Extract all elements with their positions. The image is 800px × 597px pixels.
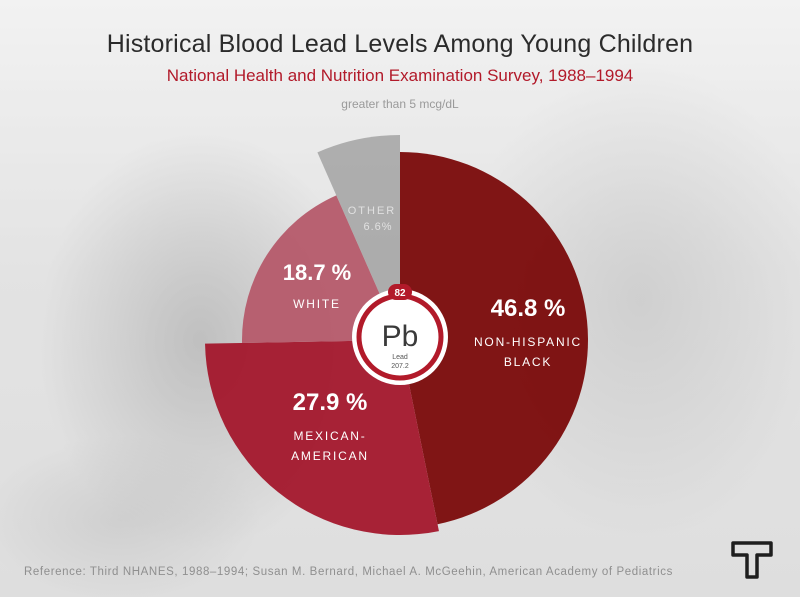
chart-title: Historical Blood Lead Levels Among Young… xyxy=(106,30,694,58)
badge-outer-circle xyxy=(352,289,448,385)
atomic-number-pill xyxy=(388,284,412,300)
pie-slice-white xyxy=(242,195,400,343)
t-logo-icon xyxy=(731,541,773,579)
element-symbol: Pb xyxy=(382,320,419,353)
slice-name-label: NON-HISPANIC xyxy=(474,335,582,349)
slice-value-label: 6.6% xyxy=(363,221,392,233)
element-name: Lead xyxy=(392,354,408,361)
slice-value-label: 18.7 % xyxy=(283,260,352,285)
slice-name-label: BLACK xyxy=(504,355,552,369)
slice-name-label: AMERICAN xyxy=(291,449,369,463)
slice-name-label: WHITE xyxy=(293,297,341,311)
atomic-mass: 207.2 xyxy=(391,363,409,370)
slice-name-label: MEXICAN- xyxy=(293,429,366,443)
reference-text: Reference: Third NHANES, 1988–1994; Susa… xyxy=(24,566,673,578)
slice-value-label: 27.9 % xyxy=(293,389,368,416)
pie-slice-other xyxy=(317,135,400,340)
pie-slice-mexican-american xyxy=(205,340,439,535)
pie-slice-non-hispanic-black xyxy=(400,152,588,525)
slice-value-label: 46.8 % xyxy=(491,295,566,322)
chart-subtitle: National Health and Nutrition Examinatio… xyxy=(166,66,634,85)
atomic-number: 82 xyxy=(394,288,406,299)
chart-note: greater than 5 mcg/dL xyxy=(341,97,459,111)
slice-name-label: OTHER xyxy=(348,205,397,217)
